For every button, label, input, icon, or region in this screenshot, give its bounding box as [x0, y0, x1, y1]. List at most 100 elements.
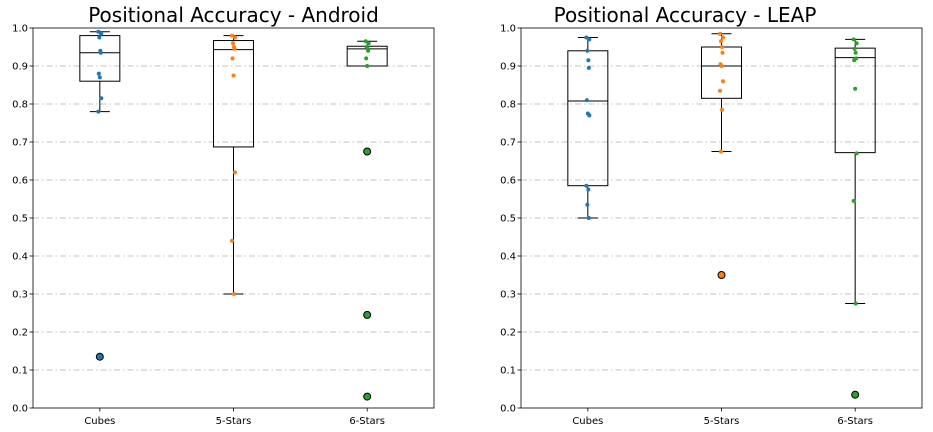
y-tick-label: 0.0	[500, 404, 516, 415]
data-point	[719, 64, 724, 68]
box	[834, 47, 876, 154]
data-point	[853, 50, 858, 55]
data-point	[586, 187, 591, 192]
y-tick-label: 0.2	[12, 328, 28, 339]
data-point	[719, 39, 723, 44]
data-point	[363, 39, 368, 44]
y-tick-label: 0.9	[12, 62, 28, 73]
y-tick-label: 1.0	[12, 24, 28, 35]
data-point	[233, 35, 237, 40]
data-point	[366, 48, 371, 53]
data-point	[96, 71, 101, 76]
data-point	[96, 109, 101, 114]
data-point	[718, 31, 722, 36]
outlier-point	[95, 352, 104, 361]
y-tick-label: 0.9	[500, 62, 516, 73]
y-tick-label: 0.4	[12, 252, 28, 263]
data-point	[96, 29, 101, 34]
data-point	[230, 238, 234, 243]
x-tick-label: 6-Stars	[349, 416, 385, 427]
data-point	[98, 50, 103, 55]
data-point	[585, 202, 590, 207]
x-tick-label: 6-Stars	[837, 416, 873, 427]
axes-frame	[32, 27, 435, 409]
data-point	[97, 75, 102, 80]
outlier-point	[363, 310, 372, 319]
chart-android: Positional Accuracy - Android 0.0 0.1 0.2 0…	[12, 3, 435, 427]
y-tick-label: 0.7	[12, 138, 28, 149]
data-point	[584, 98, 589, 103]
data-point	[852, 58, 857, 63]
data-point	[587, 37, 592, 42]
box	[213, 40, 254, 148]
y-tick-label: 0.8	[12, 100, 28, 111]
outlier-point	[851, 390, 860, 399]
y-tick-label: 0.6	[500, 176, 516, 187]
data-point	[852, 46, 857, 51]
data-point	[97, 35, 102, 40]
data-point	[231, 41, 235, 46]
box	[567, 50, 609, 187]
data-point	[365, 64, 370, 68]
chart-leap: Positional Accuracy - LEAP 0.0 0.1 0.2 0.3 0…	[500, 3, 923, 427]
y-tick-label: 0.0	[12, 404, 28, 415]
data-point	[232, 292, 236, 296]
data-point	[585, 48, 590, 53]
x-tick-label: 5-Stars	[216, 416, 252, 427]
y-tick-label: 0.8	[500, 100, 516, 111]
y-tick-label: 0.1	[12, 366, 28, 377]
data-point	[851, 37, 856, 42]
data-point	[720, 50, 725, 55]
data-point	[586, 216, 591, 220]
data-point	[721, 79, 725, 84]
data-point	[853, 86, 858, 91]
data-point	[854, 151, 859, 156]
data-point	[232, 46, 237, 51]
data-point	[231, 73, 236, 78]
data-point	[854, 41, 859, 46]
data-point	[233, 170, 237, 175]
x-tick-label: 5-Stars	[704, 416, 740, 427]
y-tick-label: 1.0	[500, 24, 516, 35]
data-point	[586, 58, 591, 63]
box-group	[79, 29, 121, 361]
y-tick-label: 0.4	[500, 252, 516, 263]
axes-frame	[520, 27, 923, 409]
y-tick-label: 0.6	[12, 176, 28, 187]
box-group	[346, 39, 388, 401]
chart-title: Positional Accuracy - LEAP	[554, 3, 817, 27]
data-point	[720, 45, 724, 49]
data-point	[99, 96, 104, 101]
data-point	[586, 65, 591, 70]
y-tick-label: 0.5	[500, 214, 516, 225]
data-point	[99, 31, 104, 36]
y-tick-label: 0.1	[500, 366, 516, 377]
outlier-point	[717, 271, 726, 279]
outlier-point	[363, 392, 372, 401]
x-tick-label: Cubes	[84, 416, 115, 427]
box-group	[834, 37, 876, 399]
data-point	[230, 33, 234, 38]
data-point	[853, 301, 858, 306]
data-point	[721, 35, 725, 40]
data-point	[584, 183, 589, 188]
data-point	[230, 56, 235, 61]
box-group	[567, 35, 609, 220]
y-tick-label: 0.7	[500, 138, 516, 149]
box-group	[213, 33, 254, 296]
data-point	[366, 41, 371, 46]
data-point	[718, 88, 722, 93]
data-point	[719, 149, 723, 154]
y-tick-label: 0.3	[12, 290, 28, 301]
data-point	[364, 56, 369, 61]
box-group	[701, 31, 742, 279]
outlier-point	[363, 147, 372, 156]
data-point	[584, 35, 589, 40]
y-tick-label: 0.5	[12, 214, 28, 225]
data-point	[720, 107, 724, 112]
data-point	[587, 113, 592, 118]
y-tick-label: 0.3	[500, 290, 516, 301]
x-tick-label: Cubes	[572, 416, 603, 427]
data-point	[851, 198, 856, 203]
